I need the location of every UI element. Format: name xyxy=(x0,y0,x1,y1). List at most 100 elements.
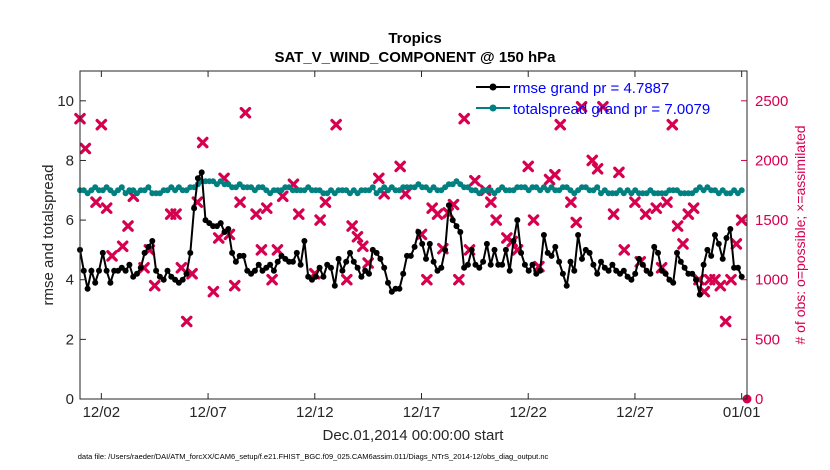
rmse-point xyxy=(198,169,205,176)
x-tick-label: 12/27 xyxy=(616,404,654,421)
rmse-point xyxy=(328,264,334,271)
totalspread-point xyxy=(738,187,745,194)
rmse-point xyxy=(514,217,521,224)
rmse-point xyxy=(385,279,391,286)
rmse-point xyxy=(331,282,338,289)
obs-marker xyxy=(175,262,188,274)
rmse-point xyxy=(499,261,506,268)
rmse-point xyxy=(289,258,296,265)
rmse-point xyxy=(183,270,190,277)
obs-marker xyxy=(239,106,252,119)
rmse-point xyxy=(575,232,582,238)
rmse-point xyxy=(430,258,437,265)
rmse-point xyxy=(506,267,513,274)
rmse-point xyxy=(411,243,418,250)
rmse-point xyxy=(681,264,688,271)
obs-marker xyxy=(271,244,284,256)
obs-marker xyxy=(266,273,278,286)
rmse-point xyxy=(738,273,745,280)
obs-marker xyxy=(180,315,193,328)
rmse-point xyxy=(586,249,593,256)
legend-spread-marker xyxy=(489,104,497,112)
obs-marker xyxy=(292,208,305,220)
rmse-point xyxy=(301,238,308,244)
obs-marker xyxy=(394,160,406,173)
y2-tick-label: 2500 xyxy=(755,93,788,110)
obs-marker xyxy=(351,230,364,243)
y2-tick-label: 0 xyxy=(755,391,763,408)
rmse-point xyxy=(187,249,194,256)
rmse-point xyxy=(636,255,642,262)
obs-marker xyxy=(346,220,358,232)
obs-marker xyxy=(250,208,262,220)
rmse-point xyxy=(480,258,487,265)
obs-marker xyxy=(373,172,385,185)
rmse-point xyxy=(377,255,384,262)
rmse-point xyxy=(96,267,102,274)
chart-subtitle: SAT_V_WIND_COMPONENT @ 150 hPa xyxy=(274,49,556,66)
x-tick-label: 01/01 xyxy=(723,404,761,421)
rmse-point xyxy=(347,249,353,256)
rmse-point xyxy=(225,226,232,232)
rmse-point xyxy=(415,229,422,235)
rmse-point xyxy=(270,267,277,274)
rmse-point xyxy=(229,249,236,256)
rmse-point xyxy=(696,291,703,298)
obs-marker xyxy=(431,208,444,220)
x-axis-label: Dec.01,2014 00:00:00 start xyxy=(323,427,505,444)
y2-tick-label: 500 xyxy=(755,331,780,348)
rmse-point xyxy=(502,246,509,253)
rmse-point xyxy=(179,276,186,283)
rmse-point xyxy=(563,282,570,289)
y2-tick-label: 2000 xyxy=(755,152,788,169)
obs-marker xyxy=(170,208,182,220)
y2-axis-label: # of obs: o=possible; ×=assimilated xyxy=(792,125,808,344)
rmse-point xyxy=(510,238,517,244)
rmse-point xyxy=(191,205,198,212)
y-tick-label: 6 xyxy=(66,212,74,229)
obs-marker xyxy=(677,238,689,250)
rmse-point xyxy=(320,273,327,280)
obs-marker xyxy=(650,202,663,214)
rmse-point xyxy=(598,258,604,265)
obs-marker xyxy=(207,285,220,298)
rmse-point xyxy=(723,235,730,241)
rmse-point xyxy=(704,246,711,253)
rmse-point xyxy=(537,267,544,274)
rmse-point xyxy=(80,267,87,274)
x-tick-label: 12/12 xyxy=(296,404,334,421)
rmse-point xyxy=(396,285,403,292)
rmse-point xyxy=(339,267,346,274)
rmse-point xyxy=(366,270,372,277)
rmse-point xyxy=(293,249,300,256)
rmse-point xyxy=(529,261,536,268)
rmse-point xyxy=(274,258,281,265)
rmse-point xyxy=(567,258,574,265)
rmse-point xyxy=(639,261,646,268)
obs-marker xyxy=(228,279,241,292)
obs-marker xyxy=(607,208,620,220)
y-tick-label: 0 xyxy=(66,391,74,408)
rmse-point xyxy=(677,258,684,265)
obs-marker xyxy=(314,214,326,226)
obs-marker xyxy=(485,196,497,208)
rmse-point xyxy=(217,220,224,227)
rmse-point xyxy=(655,249,661,256)
rmse-point xyxy=(88,267,95,274)
totalspread-point xyxy=(594,184,601,191)
data-file-footnote: data file: /Users/raeder/DAI/ATM_forcXX/… xyxy=(78,452,549,461)
rmse-point xyxy=(734,264,741,271)
obs-marker xyxy=(196,136,209,149)
obs-marker xyxy=(549,168,561,181)
rmse-point xyxy=(609,261,616,268)
series-layer xyxy=(74,100,752,404)
obs-marker xyxy=(186,267,198,280)
legend-rmse-marker xyxy=(489,83,497,91)
y-tick-label: 10 xyxy=(57,93,74,110)
rmse-point xyxy=(662,270,669,277)
obs-marker xyxy=(469,174,481,187)
rmse-point xyxy=(251,267,258,274)
totalspread-point xyxy=(145,184,152,191)
x-tick-label: 12/17 xyxy=(403,404,441,421)
